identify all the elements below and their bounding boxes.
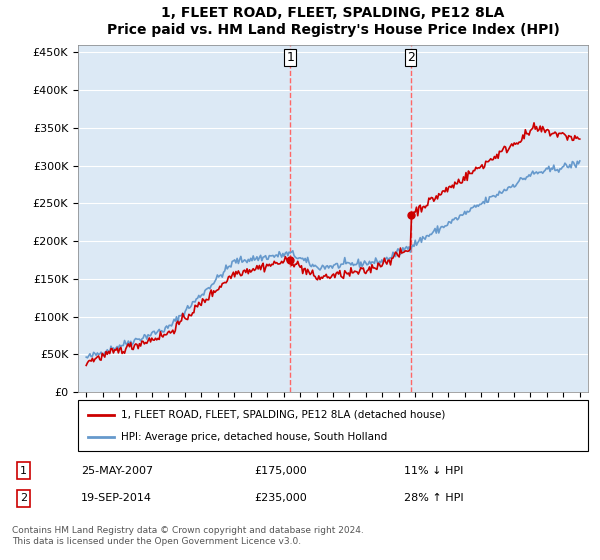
Text: 1: 1 — [20, 465, 27, 475]
Text: 25-MAY-2007: 25-MAY-2007 — [81, 465, 153, 475]
Text: 1, FLEET ROAD, FLEET, SPALDING, PE12 8LA (detached house): 1, FLEET ROAD, FLEET, SPALDING, PE12 8LA… — [121, 409, 446, 419]
Text: 19-SEP-2014: 19-SEP-2014 — [81, 493, 152, 503]
Text: 11% ↓ HPI: 11% ↓ HPI — [404, 465, 463, 475]
Text: £175,000: £175,000 — [254, 465, 307, 475]
Text: £235,000: £235,000 — [254, 493, 307, 503]
Text: HPI: Average price, detached house, South Holland: HPI: Average price, detached house, Sout… — [121, 432, 388, 442]
Title: 1, FLEET ROAD, FLEET, SPALDING, PE12 8LA
Price paid vs. HM Land Registry's House: 1, FLEET ROAD, FLEET, SPALDING, PE12 8LA… — [107, 7, 559, 37]
FancyBboxPatch shape — [78, 400, 588, 451]
Text: 28% ↑ HPI: 28% ↑ HPI — [404, 493, 463, 503]
Text: Contains HM Land Registry data © Crown copyright and database right 2024.
This d: Contains HM Land Registry data © Crown c… — [12, 526, 364, 545]
Text: 2: 2 — [20, 493, 27, 503]
Text: 1: 1 — [286, 51, 294, 64]
Text: 2: 2 — [407, 51, 415, 64]
